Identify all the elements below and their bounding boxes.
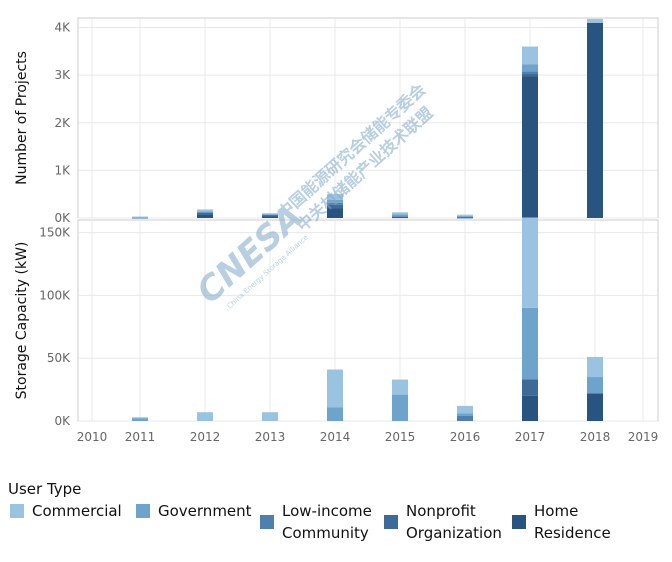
projects-y-axis-title: Number of Projects	[14, 51, 30, 185]
projects-bar-government-2014	[327, 199, 343, 203]
legend-swatch-commercial	[10, 504, 24, 518]
projects-bar-commercial-2013	[262, 213, 278, 215]
x-axis: 2010 2011 2012 2013 2014 2015 2016 2017 2018 2019	[77, 430, 659, 444]
x-tick-label: 2019	[628, 430, 659, 444]
capacity-plot-frame	[77, 219, 659, 422]
projects-bar-home-residence-2015	[392, 217, 408, 219]
projects-bar-low-income-community-2014	[327, 202, 343, 205]
capacity-bar-commercial-2013	[262, 412, 278, 421]
capacity-bar-nonprofit-organization-2017	[522, 379, 538, 396]
legend-item-commercial: Commercial	[10, 500, 122, 522]
capacity-bar-home-residence-2018	[587, 393, 603, 421]
capacity-bar-government-2016	[457, 413, 473, 416]
projects-bar-government-2016	[457, 215, 473, 217]
legend-item-home-residence: Home Residence	[512, 500, 611, 544]
capacity-bar-commercial-2012	[197, 412, 213, 421]
legend: User Type Commercial Government Low-inco…	[8, 480, 668, 560]
capacity-bar-government-2017	[522, 307, 538, 380]
projects-bar-low-income-community-2016	[457, 216, 473, 218]
projects-bar-commercial-2016	[457, 214, 473, 216]
projects-bar-low-income-community-2012	[197, 212, 213, 214]
legend-item-government: Government	[136, 500, 252, 522]
x-tick-label: 2012	[190, 430, 221, 444]
capacity-bar-commercial-2011	[132, 417, 148, 419]
x-tick-label: 2017	[515, 430, 546, 444]
projects-bar-home-residence-2013	[262, 216, 278, 218]
capacity-bar-government-2011	[132, 418, 148, 421]
projects-bar-low-income-community-2015	[392, 216, 408, 217]
projects-bar-government-2013	[262, 214, 278, 215]
x-tick-label: 2018	[580, 430, 611, 444]
projects-bar-nonprofit-organization-2013	[262, 215, 278, 217]
projects-y-tick-label: 3K	[54, 68, 71, 82]
projects-bar-home-residence-2014	[327, 208, 343, 218]
projects-bar-nonprofit-organization-2014	[327, 204, 343, 209]
projects-bar-commercial-2011	[132, 216, 148, 218]
capacity-y-axis-title: Storage Capacity (kW)	[14, 242, 30, 400]
projects-panel: 0K 1K 2K 3K 4K Number of Projects	[14, 17, 659, 225]
capacity-bar-home-residence-2017	[522, 395, 538, 421]
legend-label-low-income-community: Low-income Community	[282, 502, 372, 542]
legend-item-nonprofit-organization: Nonprofit Organization	[384, 500, 502, 544]
x-tick-label: 2015	[385, 430, 416, 444]
projects-bar-nonprofit-organization-2015	[392, 216, 408, 218]
projects-bar-home-residence-2018	[587, 22, 603, 219]
capacity-y-tick-label: 50K	[47, 351, 71, 365]
x-tick-label: 2011	[125, 430, 156, 444]
capacity-bar-commercial-2015	[392, 379, 408, 395]
capacity-bar-government-2015	[392, 394, 408, 421]
x-tick-label: 2010	[77, 430, 108, 444]
projects-y-tick-label: 2K	[54, 116, 71, 130]
legend-swatch-nonprofit-organization	[384, 515, 398, 529]
legend-title: User Type	[8, 480, 82, 498]
projects-y-tick-label: 0K	[54, 211, 71, 225]
projects-bar-nonprofit-organization-2017	[522, 73, 538, 77]
watermark-line-1: 中国能源研究会储能专委会	[274, 80, 429, 223]
legend-swatch-low-income-community	[260, 515, 274, 529]
capacity-bar-commercial-2016	[457, 405, 473, 414]
projects-bar-low-income-community-2013	[262, 214, 278, 216]
legend-label-nonprofit-organization: Nonprofit Organization	[406, 502, 502, 542]
legend-label-commercial: Commercial	[32, 502, 122, 520]
projects-bar-nonprofit-organization-2012	[197, 212, 213, 215]
capacity-bar-commercial-2018	[587, 356, 603, 378]
capacity-y-tick-label: 0K	[54, 414, 71, 428]
projects-y-tick-label: 1K	[54, 163, 71, 177]
projects-bar-low-income-community-2017	[522, 71, 538, 74]
capacity-bar-commercial-2014	[327, 369, 343, 408]
legend-label-home-residence: Home Residence	[534, 502, 611, 542]
legend-swatch-home-residence	[512, 515, 526, 529]
legend-item-low-income-community: Low-income Community	[260, 500, 372, 544]
capacity-bar-government-2014	[327, 407, 343, 421]
capacity-y-tick-label: 150K	[39, 226, 71, 240]
capacity-bar-government-2018	[587, 377, 603, 394]
legend-label-government: Government	[158, 502, 252, 520]
x-tick-label: 2013	[255, 430, 286, 444]
projects-bar-commercial-2015	[392, 212, 408, 215]
projects-bar-commercial-2014	[327, 194, 343, 200]
capacity-bar-low-income-community-2016	[457, 415, 473, 421]
x-tick-label: 2016	[450, 430, 481, 444]
legend-swatch-government	[136, 504, 150, 518]
projects-bar-government-2012	[197, 211, 213, 213]
projects-bar-government-2017	[522, 64, 538, 72]
x-tick-label: 2014	[320, 430, 351, 444]
cnesa-watermark: CNESA China Energy Storage Alliance 中国能源…	[189, 80, 436, 312]
projects-bar-nonprofit-organization-2016	[457, 217, 473, 219]
projects-y-tick-label: 4K	[54, 21, 71, 35]
projects-bar-commercial-2018	[587, 18, 603, 23]
projects-bar-home-residence-2012	[197, 214, 213, 218]
projects-bar-commercial-2017	[522, 46, 538, 65]
projects-plot-frame	[77, 17, 659, 219]
capacity-panel: 0K 50K 100K 150K Storage Capacity (kW)	[14, 217, 659, 428]
projects-bar-commercial-2012	[197, 209, 213, 212]
capacity-y-tick-label: 100K	[39, 288, 71, 302]
projects-bar-government-2011	[132, 217, 148, 219]
capacity-bar-commercial-2017	[522, 217, 538, 308]
projects-bar-government-2015	[392, 214, 408, 217]
projects-bar-home-residence-2017	[522, 76, 538, 218]
